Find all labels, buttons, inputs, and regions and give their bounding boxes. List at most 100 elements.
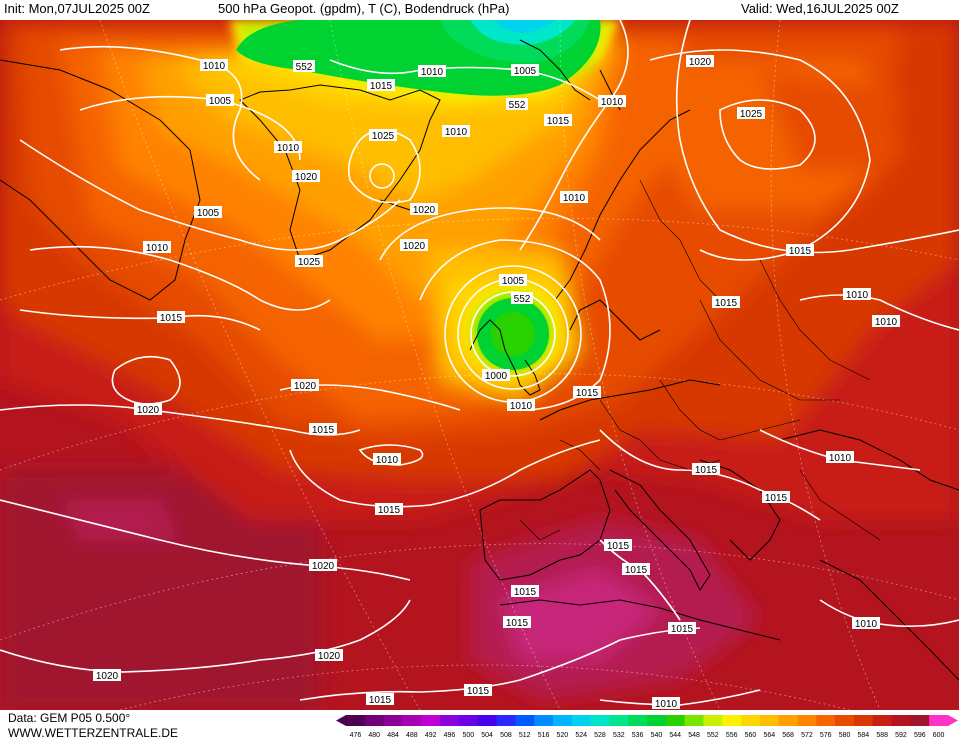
- isobar-label-text: 1010: [421, 67, 444, 78]
- isobar-label-text: 1015: [715, 298, 738, 309]
- legend-swatch: [515, 715, 535, 726]
- legend-tick-label: 496: [444, 732, 456, 739]
- isobar-label: 1015: [375, 503, 403, 516]
- isobar-label: 1010: [598, 95, 626, 108]
- legend-swatch: [797, 715, 817, 726]
- isobar-label-text: 552: [514, 294, 531, 305]
- isobar-label-text: 1010: [376, 455, 399, 466]
- isobars: [0, 20, 959, 706]
- isobar-label: 1020: [291, 379, 319, 392]
- legend-swatch: [628, 715, 648, 726]
- isobar-label-text: 1015: [378, 505, 401, 516]
- legend-swatch: [552, 715, 573, 726]
- legend-swatch: [534, 715, 554, 726]
- legend-swatch: [816, 715, 836, 726]
- isobar-label-text: 1015: [671, 624, 694, 635]
- valid-time-label: Valid: Wed,16JUL2025 00Z: [741, 1, 899, 16]
- legend-tick-label: 540: [651, 732, 663, 739]
- isobar-label-text: 1020: [413, 205, 436, 216]
- legend-tick-label: 580: [839, 732, 851, 739]
- isobar-label-text: 1020: [295, 172, 318, 183]
- isobar-label-text: 1015: [369, 695, 392, 706]
- isobar-label-text: 1020: [318, 651, 341, 662]
- legend-tick-label: 548: [688, 732, 700, 739]
- isobar-label: 1015: [712, 296, 740, 309]
- isobar-label: 1020: [400, 239, 428, 252]
- legend-swatch: [421, 715, 441, 726]
- isobar-label-text: 1025: [740, 109, 763, 120]
- legend-tick-label: 480: [368, 732, 380, 739]
- legend-tick-label: 556: [726, 732, 738, 739]
- isobar-label-text: 1020: [689, 57, 712, 68]
- legend-swatch: [647, 715, 667, 726]
- map-footer: Data: GEM P05 0.500° WWW.WETTERZENTRALE.…: [0, 710, 959, 741]
- legend-swatch: [440, 715, 460, 726]
- isobar-label-text: 1020: [137, 405, 160, 416]
- isobar-label-text: 1025: [372, 131, 395, 142]
- legend-swatch: [609, 715, 629, 726]
- isobar-label-text: 1010: [846, 290, 869, 301]
- isobar-label: 1010: [560, 191, 588, 204]
- isobar-label-text: 1005: [514, 66, 537, 77]
- isobar-label-text: 1015: [625, 565, 648, 576]
- isobar-label: 1020: [686, 55, 714, 68]
- legend-tick-label: 500: [462, 732, 474, 739]
- isobar-label: 1015: [604, 539, 632, 552]
- isobar-label: 1005: [194, 206, 222, 219]
- legend-swatch: [684, 715, 704, 726]
- legend-tick-label: 572: [801, 732, 813, 739]
- isobar-label-text: 1015: [467, 686, 490, 697]
- legend-swatch: [872, 715, 893, 726]
- isobar-label: 1010: [143, 241, 171, 254]
- isobar-label-text: 1020: [96, 671, 119, 682]
- isobar-label: 1015: [786, 244, 814, 257]
- coastlines: [0, 39, 959, 681]
- legend-swatch: [778, 715, 798, 726]
- legend-tick-label: 592: [895, 732, 907, 739]
- isobar-label-text: 1010: [445, 127, 468, 138]
- legend-tick-label: 596: [914, 732, 926, 739]
- legend-swatch: [929, 715, 949, 726]
- isobar-label: 1020: [292, 170, 320, 183]
- legend-arrow-right: [948, 715, 958, 726]
- isobar-label-text: 1010: [146, 243, 169, 254]
- isobar-label-text: 1010: [510, 401, 533, 412]
- legend-swatch: [665, 715, 686, 726]
- legend-swatch: [477, 715, 497, 726]
- isobar-label: 1025: [737, 107, 765, 120]
- isobar-label: 1010: [843, 288, 871, 301]
- isobar-label: 1020: [134, 403, 162, 416]
- legend-swatch: [590, 715, 610, 726]
- isobar-label-text: 1010: [875, 317, 898, 328]
- isobar-label-text: 1010: [563, 193, 586, 204]
- isobar-label-text: 1020: [294, 381, 317, 392]
- legend-swatch: [759, 715, 780, 726]
- legend-swatch: [383, 715, 403, 726]
- legend-swatch: [853, 715, 874, 726]
- legend-swatch: [703, 715, 723, 726]
- isobar-label-text: 1015: [370, 81, 393, 92]
- isobar-label-text: 1015: [789, 246, 812, 257]
- legend-tick-label: 524: [575, 732, 587, 739]
- isobar-label: 1015: [511, 585, 539, 598]
- map-header: Init: Mon,07JUL2025 00Z 500 hPa Geopot. …: [0, 0, 959, 20]
- legend-tick-label: 504: [481, 732, 493, 739]
- legend-tick-label: 544: [669, 732, 681, 739]
- isobar-label: 1015: [544, 114, 572, 127]
- isobar-label: 1015: [573, 386, 601, 399]
- legend-tick-label: 560: [745, 732, 757, 739]
- isobar-label: 1010: [652, 697, 680, 710]
- isobar-label: 1015: [503, 616, 531, 629]
- isobar-label-text: 1015: [695, 465, 718, 476]
- isobar-label: 1015: [762, 491, 790, 504]
- isobar-label-text: 552: [296, 62, 313, 73]
- map-title: 500 hPa Geopot. (gpdm), T (C), Bodendruc…: [218, 1, 510, 16]
- legend-tick-label: 588: [876, 732, 888, 739]
- isobar-label: 1010: [418, 65, 446, 78]
- legend-tick-label: 532: [613, 732, 625, 739]
- isobar-label: 1005: [206, 94, 234, 107]
- legend-tick-label: 568: [782, 732, 794, 739]
- legend-swatch: [835, 715, 855, 726]
- data-source-label: Data: GEM P05 0.500°: [8, 711, 131, 725]
- legend-tick-label: 488: [406, 732, 418, 739]
